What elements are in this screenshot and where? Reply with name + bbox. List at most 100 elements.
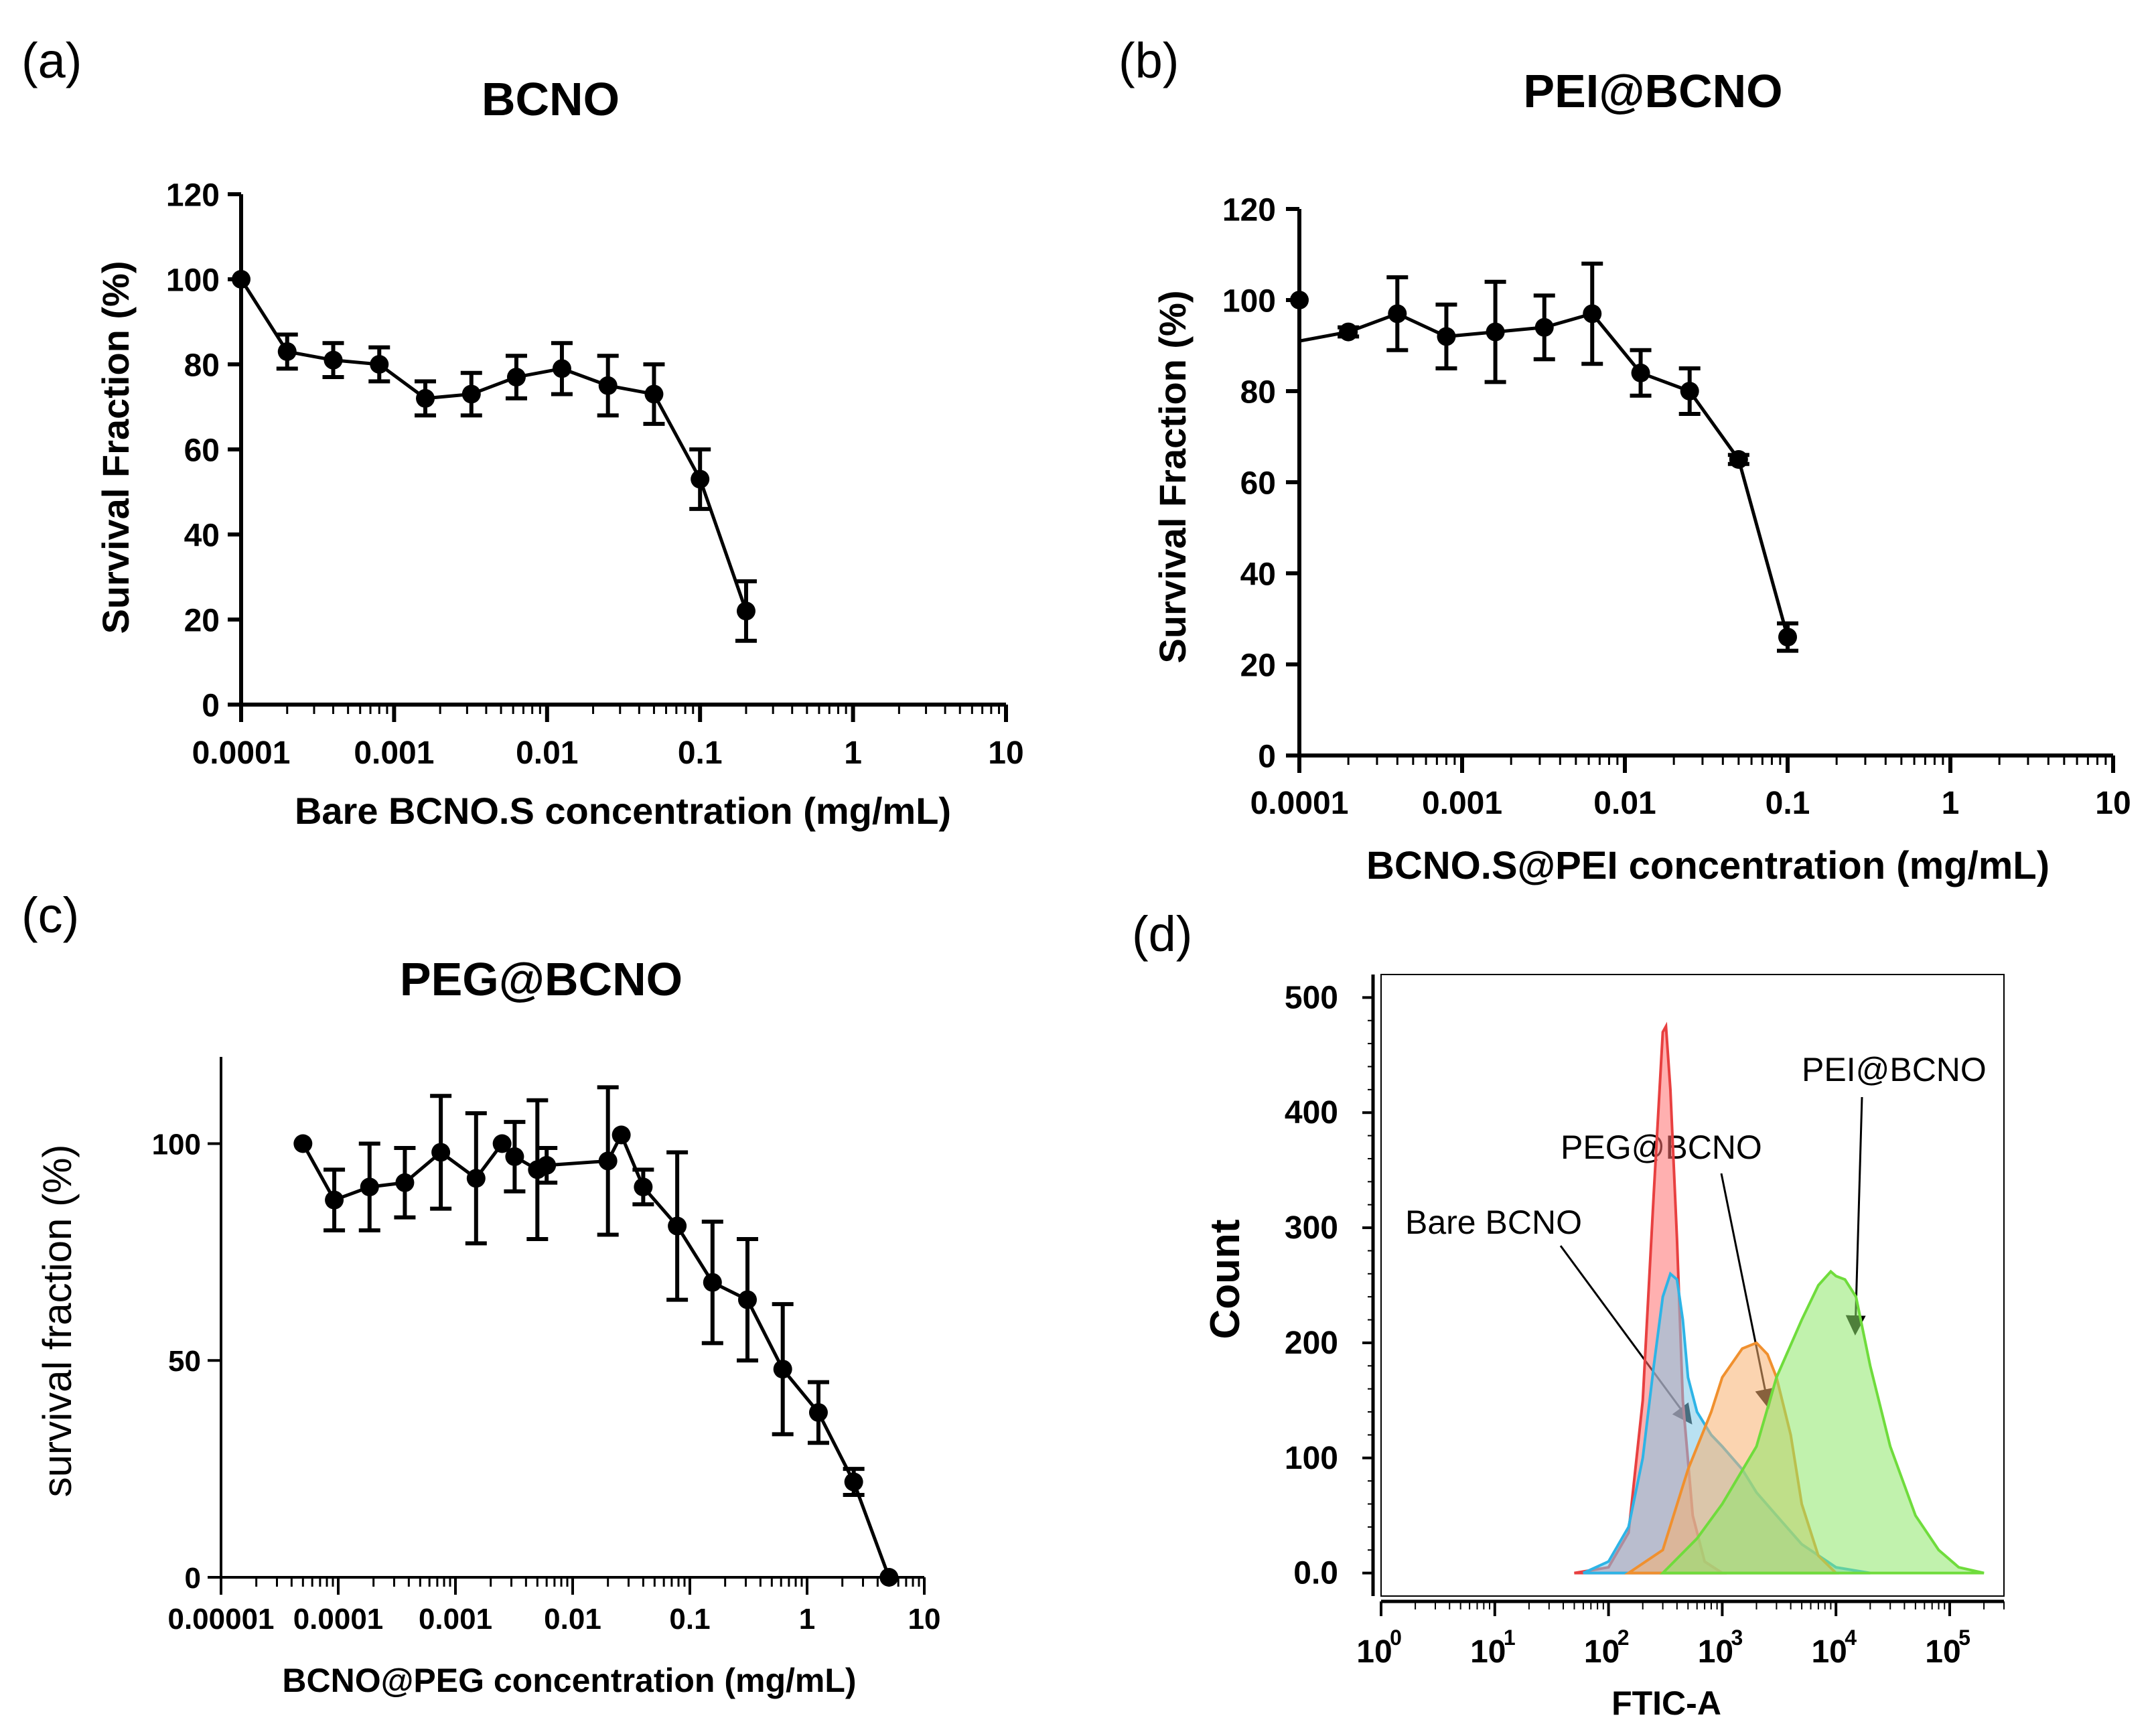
x-tick-label: 10 (2095, 786, 2131, 821)
chart-panel-1: 0 20 40 60 80 100 120 0.0001 0.001 0.01 0.1 1 10 (1222, 192, 2131, 821)
chart-panel-0: 0 20 40 60 80 100 120 0.0001 0.001 0.01 0.1 1 10 (166, 177, 1024, 771)
data-point (1778, 628, 1797, 647)
plot-frame (1380, 974, 2005, 1597)
data-line (239, 278, 748, 612)
x-tick-label: 1 (844, 735, 862, 771)
annotation-arrow-pei (1845, 1096, 1866, 1336)
x-tick-label: 10 (1698, 1634, 1733, 1670)
data-point (466, 1169, 486, 1188)
y-tick-label: 120 (166, 177, 220, 213)
x-axis-label-d: FTIC-A (1611, 1684, 1721, 1722)
data-point (644, 384, 664, 404)
y-tick-label: 0 (185, 1562, 201, 1595)
data-point (808, 1402, 828, 1422)
y-tick-label: 0 (1258, 739, 1276, 774)
x-tick-label: 0.1 (1766, 786, 1810, 821)
x-tick-exponent: 1 (1504, 1626, 1516, 1650)
data-line (1348, 311, 1790, 638)
y-tick-label: 50 (168, 1345, 201, 1378)
y-axis-label-a: Survival Fraction (%) (94, 261, 137, 634)
data-point (360, 1177, 379, 1197)
annotation-pei-bcno: PEI@BCNO (1802, 1051, 1987, 1088)
y-tick-label: 80 (1240, 374, 1276, 410)
histogram-areas (1574, 1021, 1985, 1575)
x-tick-label: 10 (908, 1603, 941, 1636)
data-point (324, 350, 343, 370)
data-point (1388, 304, 1407, 323)
data-point (325, 1190, 344, 1210)
x-tick-exponent: 2 (1618, 1626, 1630, 1650)
data-point (612, 1125, 631, 1145)
data-point (691, 470, 710, 489)
data-point (1486, 322, 1505, 342)
data-point (736, 601, 756, 621)
x-tick-exponent: 0 (1390, 1626, 1402, 1650)
data-point (1680, 382, 1699, 401)
x-tick-label: 0.001 (354, 735, 434, 771)
x-tick-label: 10 (1811, 1634, 1847, 1670)
data-point (1729, 450, 1748, 469)
x-axis-label-b: BCNO.S@PEI concentration (mg/mL) (1366, 844, 2050, 887)
y-tick-label: 300 (1285, 1210, 1338, 1246)
y-tick-label: 80 (184, 348, 220, 383)
x-tick-label: 0.01 (544, 1603, 601, 1636)
y-tick-label: 200 (1285, 1325, 1338, 1361)
x-tick-label: 0.00001 (167, 1603, 274, 1636)
x-axis-label-a: Bare BCNO.S concentration (mg/mL) (295, 790, 951, 832)
data-point (1339, 322, 1358, 342)
data-point (461, 384, 481, 404)
data-point (879, 1568, 899, 1587)
x-tick-label: 0.01 (1593, 786, 1656, 821)
data-point (492, 1134, 512, 1153)
histogram-series-3 (1659, 1269, 1985, 1575)
y-axis-label-b: Survival Fraction (%) (1151, 290, 1194, 663)
x-tick-label: 10 (1584, 1634, 1620, 1670)
data-point (505, 1147, 524, 1166)
y-tick-label: 100 (152, 1128, 201, 1161)
x-axis-label-c: BCNO@PEG concentration (mg/mL) (282, 1662, 856, 1699)
data-line (301, 1131, 891, 1578)
data-point (1631, 363, 1650, 382)
chart-title-a: BCNO (482, 73, 620, 125)
data-point (634, 1177, 653, 1197)
data-point (703, 1273, 722, 1292)
x-tick-label: 10 (988, 735, 1023, 771)
data-point (844, 1472, 863, 1492)
data-point (431, 1143, 451, 1162)
data-point (395, 1173, 415, 1192)
y-tick-label: 20 (1240, 648, 1276, 683)
x-tick-label: 0.1 (669, 1603, 710, 1636)
annotation-bare-bcno: Bare BCNO (1405, 1204, 1582, 1241)
y-tick-label: 40 (1240, 557, 1276, 592)
x-tick-label: 0.001 (419, 1603, 492, 1636)
panel-label-b: (b) (1119, 33, 1179, 88)
data-point (537, 1155, 557, 1175)
x-tick-label: 0.1 (678, 735, 723, 771)
chart-title-c: PEG@BCNO (400, 953, 682, 1005)
data-point (1437, 327, 1456, 346)
panel-label-d: (d) (1132, 906, 1192, 962)
y-tick-label: 40 (184, 518, 220, 553)
y-tick-label: 400 (1285, 1095, 1338, 1131)
y-tick-label: 60 (1240, 465, 1276, 501)
data-point (552, 359, 571, 378)
data-point (232, 270, 250, 289)
x-tick-exponent: 5 (1958, 1626, 1970, 1650)
y-axis-label-c: survival fraction (%) (35, 1145, 80, 1498)
panel-label-c: (c) (21, 887, 79, 943)
data-point (773, 1360, 792, 1379)
x-tick-exponent: 3 (1731, 1626, 1743, 1650)
x-tick-label: 10 (1925, 1634, 1960, 1670)
x-tick-label: 10 (1470, 1634, 1506, 1670)
x-tick-exponent: 4 (1845, 1626, 1857, 1650)
y-tick-label: 100 (1222, 283, 1276, 319)
y-tick-label: 0 (202, 688, 220, 723)
x-tick-label: 1 (1942, 786, 1960, 821)
data-point (737, 1290, 757, 1309)
data-point (1534, 317, 1554, 337)
data-point (277, 342, 297, 361)
panel-label-a: (a) (21, 33, 82, 88)
data-point (668, 1216, 687, 1236)
